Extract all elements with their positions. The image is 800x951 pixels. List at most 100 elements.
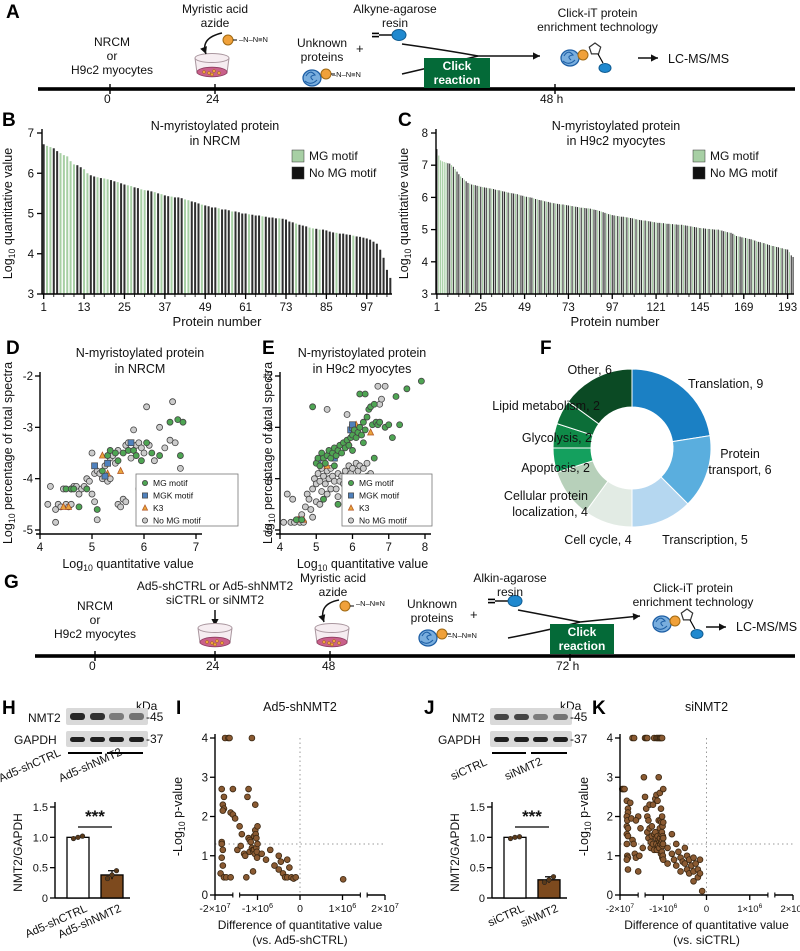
svg-text:K3: K3 (153, 503, 164, 513)
panel-c-letter: C (398, 110, 412, 131)
svg-text:Ad5-shNMT2: Ad5-shNMT2 (263, 700, 337, 714)
click-reaction-box-g: Click reaction (550, 624, 614, 654)
timeline-g-72h: 72 h (556, 659, 580, 673)
svg-text:4: 4 (607, 733, 614, 745)
svg-text:0.5: 0.5 (33, 863, 48, 875)
svg-text:N-myristoylated protein: N-myristoylated protein (76, 346, 205, 360)
svg-text:in NRCM: in NRCM (115, 362, 166, 376)
svg-text:siNMT2: siNMT2 (519, 903, 560, 930)
svg-text:37: 37 (158, 302, 171, 314)
svg-text:6: 6 (422, 192, 428, 204)
svg-text:7: 7 (28, 128, 34, 140)
svg-text:2: 2 (202, 812, 208, 824)
group-underline (107, 752, 143, 754)
myristic-acid-label: Myristic acid azide (181, 2, 248, 30)
svg-text:K3: K3 (359, 503, 370, 513)
blot-band (128, 713, 144, 720)
panel-e: E -2 -3 -4 -5 4 5 6 7 8 N-myristoylated protein in… (261, 332, 522, 594)
svg-text:73: 73 (562, 302, 575, 314)
svg-text:-4: -4 (23, 474, 34, 486)
blot-band (89, 713, 105, 720)
panel-a-schematic (38, 29, 795, 94)
svg-text:-Log10 p-value: -Log10 p-value (171, 777, 187, 856)
svg-text:1×106: 1×106 (737, 903, 762, 915)
panel-g-schematic (35, 595, 795, 661)
svg-text:MG motif: MG motif (710, 149, 759, 163)
svg-text:transport, 6: transport, 6 (708, 463, 771, 477)
panel-e-scatter-chart: -2 -3 -4 -5 4 5 6 7 8 N-myristoylated protein in H… (261, 346, 433, 573)
svg-text:0: 0 (202, 890, 208, 902)
svg-text:Other, 6: Other, 6 (568, 363, 613, 377)
svg-text:97: 97 (606, 302, 619, 314)
blot-row-nmt2-label: NMT2 (28, 711, 61, 725)
timeline-g-48: 48 (322, 659, 336, 673)
svg-text:2×107: 2×107 (780, 903, 800, 915)
mw-37: -37 (146, 732, 164, 746)
panel-f-donut-chart: Other, 6 Translation, 9 Lipid metabolism, … (492, 363, 771, 547)
svg-text:***: *** (85, 807, 105, 826)
svg-text:Cellular protein: Cellular protein (504, 489, 588, 503)
svg-text:N-myristoylated protein: N-myristoylated protein (552, 119, 681, 133)
panel-f-letter: F (540, 338, 552, 359)
blot-band (533, 736, 549, 742)
svg-text:NMT2/GAPDH: NMT2/GAPDH (448, 813, 462, 892)
blot-band (533, 713, 549, 720)
svg-text:Protein number: Protein number (571, 314, 661, 329)
blot-row-gapdh-label: GAPDH (14, 733, 57, 747)
lcms-label-g: LC-MS/MS (736, 620, 798, 634)
svg-text:7: 7 (422, 160, 428, 172)
svg-text:-2×107: -2×107 (606, 903, 635, 915)
panel-b-bar-chart: 3 4 5 6 7 1 13 25 37 49 61 73 85 97 Protein number Log1… (1, 119, 392, 329)
panel-i-volcano-chart: 0 1 2 3 4 -2×107 -1×106 0 1×106 2×107 Ad5-shNMT2 Di… (171, 700, 399, 947)
svg-text:0: 0 (42, 893, 48, 905)
panel-k-letter: K (592, 698, 606, 719)
panel-a: A NRCM or H9c2 myocytes Myristic acid az… (0, 0, 800, 108)
cells-label-g: NRCM or H9c2 myocytes (53, 599, 137, 641)
svg-text:MG motif: MG motif (153, 478, 188, 488)
svg-text:-5: -5 (263, 525, 273, 537)
svg-text:1: 1 (202, 851, 208, 863)
svg-text:N-myristoylated protein: N-myristoylated protein (298, 346, 427, 360)
panel-b: B 3 4 5 6 7 1 13 25 37 49 61 73 85 97 Protein number Lo… (0, 108, 400, 332)
svg-text:No MG motif: No MG motif (710, 166, 778, 180)
clickit-label: Click-iT protein enrichment technology (537, 6, 658, 34)
svg-text:1: 1 (40, 302, 46, 314)
svg-text:-4: -4 (263, 474, 274, 486)
svg-text:1.5: 1.5 (33, 802, 48, 814)
panel-i: I 0 1 2 3 4 -2×107 -1×106 0 1×106 2×107 Ad5-shNMT2… (170, 695, 432, 951)
blot-band (513, 736, 529, 742)
western-blot-nmt2-j (490, 708, 572, 725)
panel-b-letter: B (2, 110, 16, 131)
svg-text:4: 4 (422, 257, 429, 269)
svg-text:7: 7 (193, 542, 199, 554)
svg-text:4: 4 (37, 542, 44, 554)
svg-text:Apoptosis, 2: Apoptosis, 2 (521, 461, 590, 475)
svg-text:5: 5 (422, 225, 428, 237)
svg-text:siNMT2: siNMT2 (685, 700, 728, 714)
panel-d: D -2 -3 -4 -5 4 5 6 7 N-myristoylated protein in … (0, 332, 262, 594)
svg-text:8: 8 (422, 128, 428, 140)
svg-text:7: 7 (386, 542, 392, 554)
svg-text:169: 169 (734, 302, 753, 314)
blot-row-gapdh-label-j: GAPDH (438, 733, 481, 747)
svg-text:1: 1 (434, 302, 440, 314)
svg-text:-2: -2 (23, 371, 33, 383)
blot-band (109, 736, 125, 742)
western-blot-gapdh-j (490, 731, 572, 747)
svg-text:Glycolysis, 2: Glycolysis, 2 (522, 431, 592, 445)
svg-text:4: 4 (202, 733, 209, 745)
svg-text:49: 49 (199, 302, 212, 314)
click-reaction-box: Click reaction (424, 58, 490, 88)
protein-azide-formula: –N–N≡N (332, 70, 361, 79)
timeline-g-24: 24 (206, 659, 220, 673)
lcms-label: LC-MS/MS (668, 52, 730, 66)
svg-text:5: 5 (89, 542, 95, 554)
svg-text:121: 121 (647, 302, 666, 314)
plus-sign: + (356, 41, 364, 56)
svg-text:Log10 percentage of total spec: Log10 percentage of total spectra (1, 362, 17, 544)
svg-text:1.0: 1.0 (470, 832, 485, 844)
panel-h: H kDa NMT2 -45 GAPDH -37 Ad5-shCTRL Ad5-… (0, 695, 175, 951)
panel-j: J kDa NMT2 -45 GAPDH -37 siCTRL siNMT2 0… (420, 695, 600, 951)
group-underline (531, 752, 567, 754)
